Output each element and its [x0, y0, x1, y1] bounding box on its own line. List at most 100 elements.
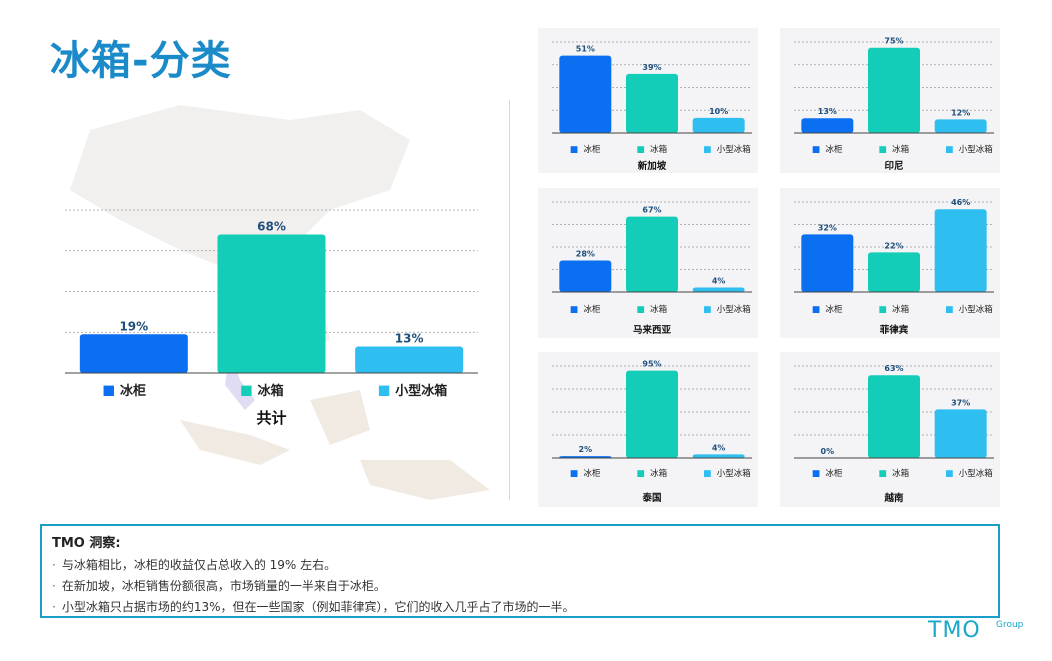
bar-3: [692, 287, 745, 292]
logo-subtext: Group: [996, 620, 1024, 630]
legend-swatch: [812, 146, 820, 153]
legend-label: 冰箱: [650, 304, 668, 315]
insight-item: · 与冰箱相比，冰柜的收益仅占总收入的 19% 左右。: [52, 555, 988, 576]
legend-label: 小型冰箱: [717, 468, 752, 479]
chart-thailand: 2% 95% 4% 冰柜 冰箱 小型冰箱 泰国: [538, 352, 758, 507]
bar-3: [934, 119, 987, 133]
data-label: 4%: [712, 277, 726, 286]
bullet-icon: ·: [52, 600, 56, 614]
legend-label: 冰箱: [892, 468, 910, 479]
bar-2: [868, 375, 920, 458]
data-label: 75%: [884, 37, 903, 46]
legend-label: 小型冰箱: [717, 144, 752, 155]
legend-swatch: [946, 306, 953, 313]
bar-1: [801, 234, 854, 292]
bar-2: [626, 73, 678, 133]
legend-swatch: [637, 306, 645, 313]
insight-title: TMO 洞察:: [52, 536, 121, 551]
legend-label: 冰柜: [825, 468, 843, 479]
legend-swatch: [879, 470, 887, 477]
legend-label: 冰柜: [583, 304, 601, 315]
chart-title: 新加坡: [638, 160, 667, 172]
data-label: 95%: [642, 360, 661, 369]
data-label: 10%: [709, 107, 728, 116]
data-label: 22%: [884, 241, 903, 250]
legend-swatch: [946, 146, 953, 153]
insight-item: · 小型冰箱只占据市场的约13%，但在一些国家（例如菲律宾），它们的收入几乎占了市…: [52, 597, 988, 618]
data-label: 0%: [821, 447, 835, 456]
legend-swatch: [812, 470, 820, 477]
legend-label: 冰箱: [892, 304, 910, 315]
legend-label: 冰箱: [650, 468, 668, 479]
legend-swatch: [879, 146, 887, 153]
bar-3: [934, 409, 987, 458]
insight-box: TMO 洞察: · 与冰箱相比，冰柜的收益仅占总收入的 19% 左右。 · 在新加坡…: [40, 524, 1000, 618]
bar-1: [559, 55, 612, 133]
bar-1: [559, 260, 612, 292]
chart-total: 19% 68% 13% 冰柜 冰箱 小型冰箱 共计: [60, 195, 480, 435]
legend-swatch: [879, 306, 887, 313]
data-label: 68%: [257, 219, 286, 233]
bar-2: [868, 47, 920, 133]
legend-label: 冰柜: [825, 144, 843, 155]
chart-title: 菲律宾: [880, 324, 909, 336]
vertical-divider: [509, 100, 510, 500]
bar-3: [692, 454, 745, 458]
bar-3: [692, 117, 745, 133]
bar-2: [868, 252, 920, 292]
data-label: 67%: [642, 206, 661, 215]
legend-label: 小型冰箱: [959, 144, 994, 155]
legend-label: 冰柜: [583, 144, 601, 155]
legend-swatch: [378, 385, 390, 396]
data-label: 37%: [951, 398, 970, 407]
bullet-icon: ·: [52, 558, 56, 572]
insight-text: 在新加坡，冰柜销售份额很高，市场销量的一半来自于冰柜。: [61, 579, 386, 593]
legend-label: 小型冰箱: [959, 304, 994, 315]
bar-1: [801, 118, 854, 133]
legend-swatch: [946, 470, 953, 477]
chart-indonesia: 13% 75% 12% 冰柜 冰箱 小型冰箱 印尼: [780, 28, 1000, 173]
bar-3: [934, 209, 987, 292]
data-label: 32%: [818, 223, 837, 232]
legend-swatch: [570, 306, 578, 313]
data-label: 12%: [951, 108, 970, 117]
tmo-logo: TMO Group: [928, 618, 1038, 646]
bullet-icon: ·: [52, 579, 56, 593]
chart-singapore: 51% 39% 10% 冰柜 冰箱 小型冰箱 新加坡: [538, 28, 758, 173]
legend-swatch: [637, 146, 645, 153]
chart-title: 共计: [256, 409, 286, 427]
legend-swatch: [812, 306, 820, 313]
chart-malaysia: 28% 67% 4% 冰柜 冰箱 小型冰箱 马来西亚: [538, 188, 758, 338]
data-label: 46%: [951, 198, 970, 207]
legend-label: 小型冰箱: [717, 304, 752, 315]
data-label: 2%: [579, 445, 593, 454]
chart-philippines: 32% 22% 46% 冰柜 冰箱 小型冰箱 菲律宾: [780, 188, 1000, 338]
data-label: 39%: [642, 63, 661, 72]
data-label: 13%: [818, 107, 837, 116]
bar-3: [355, 346, 464, 373]
bar-2: [626, 370, 678, 458]
bar-2: [217, 234, 326, 373]
legend-swatch: [704, 470, 711, 477]
legend-swatch: [570, 470, 578, 477]
data-label: 4%: [712, 443, 726, 452]
legend-swatch: [704, 306, 711, 313]
chart-title: 马来西亚: [633, 324, 672, 336]
legend-swatch: [570, 146, 578, 153]
legend-swatch: [704, 146, 711, 153]
legend-label: 冰柜: [120, 383, 146, 399]
legend-swatch: [637, 470, 645, 477]
chart-vietnam: 0% 63% 37% 冰柜 冰箱 小型冰箱 越南: [780, 352, 1000, 507]
insight-text: 与冰箱相比，冰柜的收益仅占总收入的 19% 左右。: [61, 558, 337, 572]
legend-label: 小型冰箱: [959, 468, 994, 479]
data-label: 51%: [576, 45, 595, 54]
bar-2: [626, 216, 678, 292]
chart-title: 越南: [883, 492, 904, 504]
logo-text: TMO: [928, 618, 981, 643]
page-title: 冰箱-分类: [50, 38, 232, 84]
